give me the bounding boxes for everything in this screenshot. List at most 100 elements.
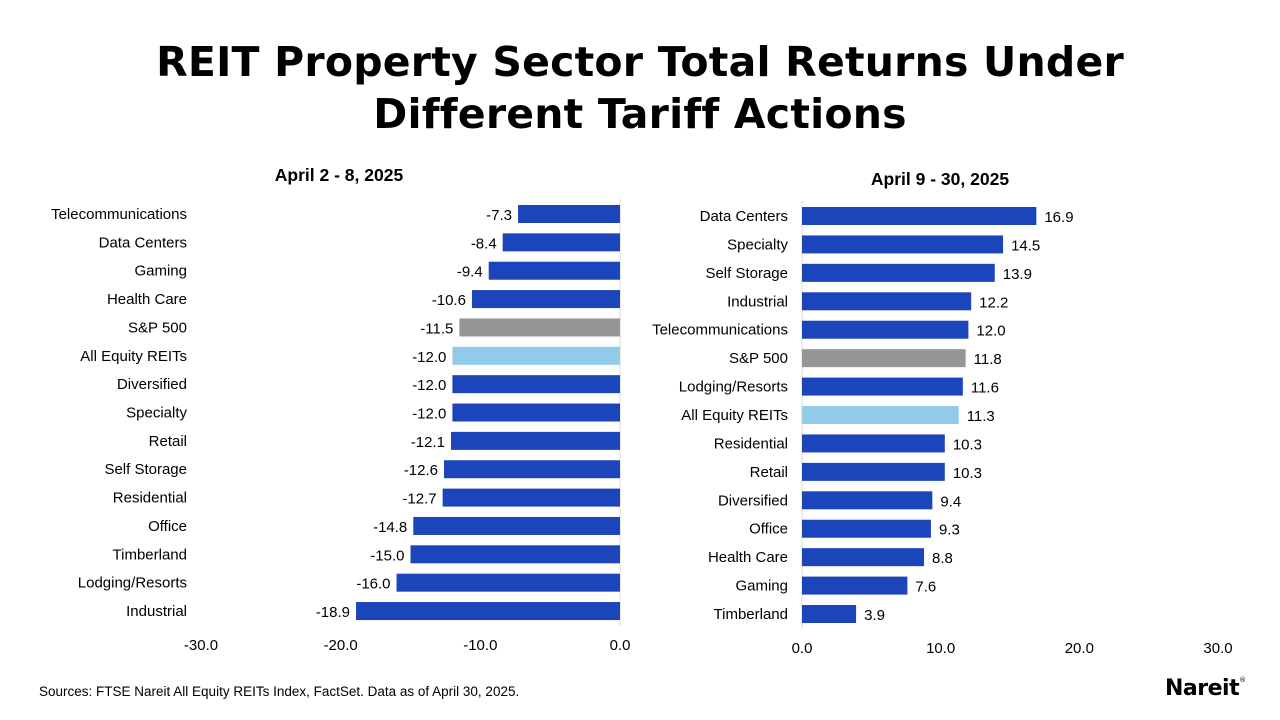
- chart-left-category-label: S&P 500: [128, 319, 187, 336]
- chart-right-category-label: Lodging/Resorts: [679, 379, 788, 396]
- chart-left-title: April 2 - 8, 2025: [275, 165, 404, 185]
- chart-left-category-label: Office: [148, 518, 187, 535]
- registered-mark: ®: [1239, 676, 1246, 684]
- chart-left-data-label: -12.7: [402, 491, 436, 508]
- chart-right-category-label: All Equity REITs: [681, 407, 788, 424]
- chart-left-category-label: Specialty: [126, 405, 187, 422]
- chart-right-data-label: 10.3: [953, 465, 982, 482]
- chart-right-bar: [802, 491, 933, 510]
- chart-right-data-label: 8.8: [932, 550, 953, 567]
- chart-left-data-label: -12.6: [404, 462, 438, 479]
- chart-left-data-label: -10.6: [432, 292, 466, 309]
- chart-left-data-label: -12.0: [412, 349, 446, 366]
- chart-right-bar: [802, 263, 995, 282]
- chart-left-bar: [356, 602, 620, 621]
- chart-right-category-label: Office: [749, 521, 788, 538]
- chart-right-data-label: 11.3: [967, 408, 995, 425]
- chart-left-category-label: Industrial: [126, 603, 187, 620]
- chart-right-data-label: 11.8: [974, 351, 1002, 368]
- chart-left-bar: [442, 488, 620, 507]
- chart-left-category-label: Self Storage: [104, 461, 187, 478]
- chart-right-category-label: Diversified: [718, 492, 788, 509]
- chart-left-category-label: Retail: [149, 433, 187, 450]
- chart-right-data-label: 10.3: [953, 436, 982, 453]
- chart-left-category-label: Data Centers: [99, 234, 187, 251]
- chart-right-category-label: Gaming: [735, 578, 788, 595]
- chart-left-data-label: -16.0: [356, 576, 390, 593]
- chart-left-category-label: All Equity REITs: [80, 348, 187, 365]
- chart-right-data-label: 12.0: [976, 323, 1005, 340]
- chart-left-bar: [452, 403, 620, 422]
- chart-right-category-label: Data Centers: [700, 208, 788, 225]
- chart-left-category-label: Health Care: [107, 291, 187, 308]
- chart-right-category-label: Telecommunications: [652, 322, 788, 339]
- chart-right-tick-label: 30.0: [1203, 640, 1232, 657]
- chart-left-bar: [459, 318, 620, 337]
- chart-right-data-label: 12.2: [979, 294, 1008, 311]
- chart-title: REIT Property Sector Total Returns Under…: [0, 36, 1280, 140]
- chart-right-category-label: Residential: [714, 435, 788, 452]
- chart-right-data-label: 16.9: [1044, 209, 1073, 226]
- chart-left-tick-label: -30.0: [184, 637, 218, 654]
- chart-left-bar: [452, 346, 620, 365]
- chart-right-category-label: Specialty: [727, 236, 788, 253]
- chart-right-category-label: Timberland: [714, 606, 788, 623]
- chart-left-bar: [413, 516, 620, 535]
- chart-left-category-label: Residential: [113, 490, 187, 507]
- nareit-logo-text: Nareit: [1165, 676, 1240, 701]
- nareit-logo: Nareit®: [1165, 676, 1246, 701]
- chart-right-data-label: 7.6: [915, 579, 936, 596]
- chart-right-category-label: S&P 500: [729, 350, 788, 367]
- chart-left-category-label: Lodging/Resorts: [78, 575, 187, 592]
- chart-left-data-label: -12.0: [412, 406, 446, 423]
- chart-left-data-label: -18.9: [316, 604, 350, 621]
- chart-left-category-label: Timberland: [113, 546, 187, 563]
- chart-title-line-1: REIT Property Sector Total Returns Under: [156, 38, 1124, 86]
- chart-left-tick-label: 0.0: [610, 637, 631, 654]
- chart-left-bar: [518, 205, 620, 223]
- chart-right-data-label: 13.9: [1003, 266, 1032, 283]
- chart-right-bar: [802, 434, 945, 453]
- chart-right-bar: [802, 349, 966, 368]
- chart-right-tick-label: 0.0: [792, 640, 813, 657]
- chart-left-bar: [444, 460, 620, 479]
- chart-right-data-label: 9.4: [940, 493, 961, 510]
- chart-left-data-label: -11.5: [420, 320, 453, 337]
- chart-left-bar: [396, 573, 620, 592]
- chart-left-data-label: -15.0: [370, 547, 404, 564]
- chart-left-data-label: -9.4: [457, 264, 483, 281]
- chart-right-bar: [802, 605, 857, 624]
- chart-left-bar: [502, 233, 620, 252]
- chart-left-data-label: -7.3: [486, 207, 512, 224]
- chart-right-category-label: Retail: [750, 464, 788, 481]
- chart-right-category-label: Self Storage: [705, 265, 788, 282]
- chart-right-category-label: Industrial: [727, 293, 788, 310]
- chart-right-tick-label: 10.0: [926, 640, 955, 657]
- chart-left-category-label: Gaming: [134, 263, 187, 280]
- chart-right-data-label: 3.9: [864, 607, 885, 624]
- chart-right-title: April 9 - 30, 2025: [871, 169, 1009, 189]
- chart-left-category-label: Telecommunications: [51, 206, 187, 223]
- chart-right-bar: [802, 576, 908, 595]
- chart-right-bar: [802, 235, 1004, 254]
- chart-left-bar: [410, 545, 620, 564]
- chart-right-bar: [802, 207, 1037, 225]
- chart-title-line-2: Different Tariff Actions: [373, 90, 907, 138]
- chart-left-data-label: -14.8: [373, 519, 407, 536]
- chart-right-bar: [802, 406, 959, 425]
- chart-right-tick-label: 20.0: [1065, 640, 1094, 657]
- chart-right-bar: [802, 292, 972, 311]
- chart-right-bar: [802, 377, 963, 396]
- chart-right-data-label: 11.6: [971, 380, 999, 397]
- chart-left-bar: [451, 431, 620, 450]
- chart-left-tick-label: -20.0: [324, 637, 358, 654]
- chart-left-bar: [471, 290, 620, 309]
- chart-left-data-label: -8.4: [471, 235, 497, 252]
- chart-right-category-label: Health Care: [708, 549, 788, 566]
- chart-left-data-label: -12.1: [411, 434, 445, 451]
- chart-left-category-label: Diversified: [117, 376, 187, 393]
- chart-left-bar: [452, 375, 620, 394]
- chart-right-bar: [802, 519, 931, 538]
- chart-right-bar: [802, 548, 925, 567]
